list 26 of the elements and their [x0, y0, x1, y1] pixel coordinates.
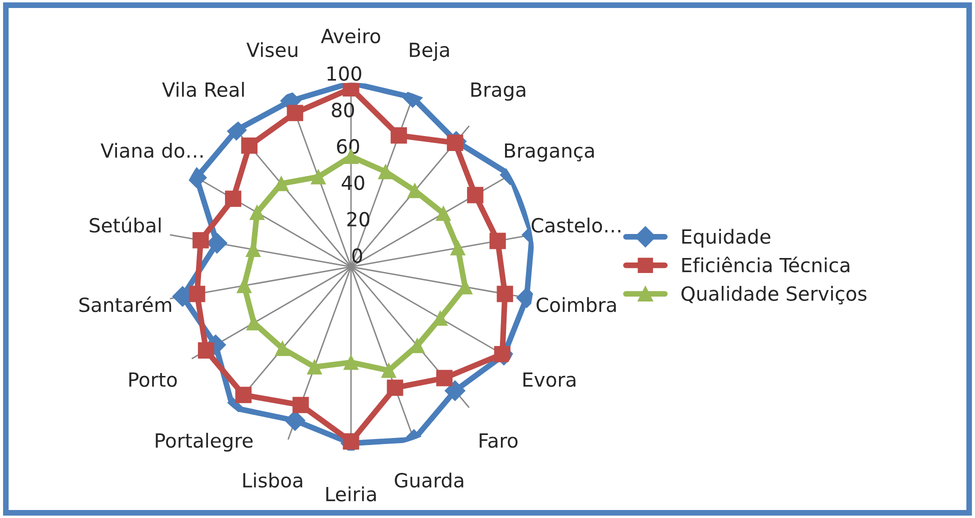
spoke-label: Lisboa	[243, 472, 302, 488]
spoke-label: Viana do…	[100, 142, 203, 158]
spoke-label: Braga	[471, 82, 526, 101]
legend-label: Equidade	[682, 228, 770, 248]
legend-label: Qualidade Serviços	[681, 286, 866, 304]
y-tick-label: 0	[352, 248, 362, 264]
spoke-label: Evora	[523, 372, 576, 387]
spoke-label: Faro	[480, 433, 518, 448]
spoke-label: Guarda	[394, 472, 464, 488]
spoke-label: Porto	[129, 372, 177, 387]
spoke-label: Bragança	[505, 143, 594, 162]
spoke-label: Beja	[410, 42, 449, 61]
spoke-label: Viseu	[246, 42, 298, 58]
spoke-label: Leiria	[326, 486, 376, 502]
spoke-label: Setúbal	[90, 216, 161, 233]
y-tick-label: 100	[328, 66, 362, 81]
y-tick-label: 20	[347, 212, 370, 227]
spoke-label: Vila Real	[162, 82, 244, 97]
spoke-label: Aveiro	[320, 28, 380, 44]
spoke-label: Castelo…	[532, 218, 620, 233]
y-tick-label: 40	[342, 175, 364, 190]
spoke-label: Portalegre	[156, 432, 253, 452]
y-tick-label: 80	[332, 102, 354, 118]
spoke-label: Santarém	[79, 296, 172, 312]
legend-label: Eficiência Técnica	[682, 256, 850, 272]
spoke-label: Coimbra	[536, 297, 616, 312]
